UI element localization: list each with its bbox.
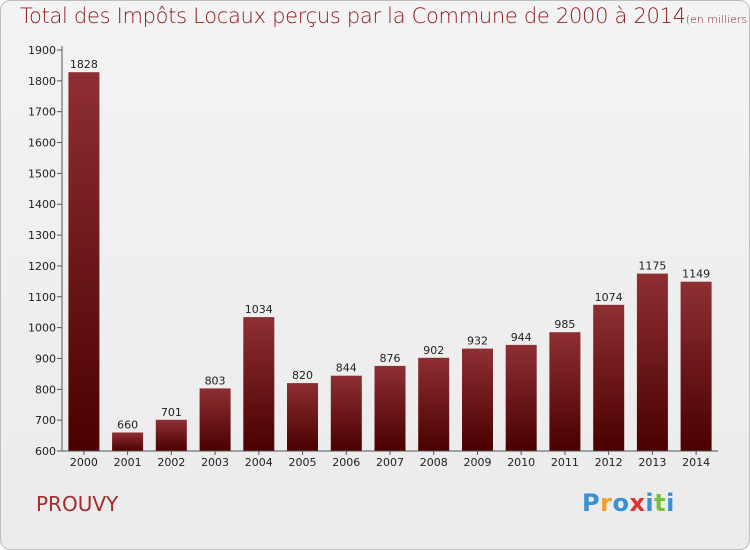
value-label: 1034 (245, 303, 273, 316)
bar-2003 (199, 388, 231, 451)
value-label: 803 (205, 374, 226, 387)
x-tick-label: 2006 (332, 456, 360, 469)
x-tick-label: 2002 (157, 456, 185, 469)
x-tick-label: 2013 (638, 456, 666, 469)
x-tick-label: 2014 (682, 456, 710, 469)
value-label: 932 (467, 335, 488, 348)
x-tick-label: 2004 (245, 456, 273, 469)
value-label: 944 (511, 331, 532, 344)
x-tick-label: 2007 (376, 456, 404, 469)
bar-2006 (330, 375, 362, 451)
value-label: 820 (292, 369, 313, 382)
y-tick-label: 1700 (28, 106, 56, 119)
y-tick-label: 1900 (28, 44, 56, 57)
bar-2000 (68, 72, 100, 451)
y-tick-label: 1500 (28, 167, 56, 180)
y-tick-label: 1300 (28, 229, 56, 242)
bar-2001 (112, 432, 144, 451)
value-label: 1149 (682, 268, 710, 281)
value-label: 1828 (70, 58, 98, 71)
y-tick-label: 600 (35, 445, 56, 458)
x-tick-label: 2010 (507, 456, 535, 469)
bar-2012 (593, 304, 625, 451)
x-tick-label: 2003 (201, 456, 229, 469)
logo-letter: i (645, 489, 655, 517)
logo-letter: P (582, 489, 601, 517)
value-label: 1175 (638, 260, 666, 273)
bar-2011 (549, 332, 581, 451)
proxiti-logo[interactable]: Proxiti (582, 489, 675, 517)
y-tick-label: 700 (35, 414, 56, 427)
logo-letter: o (612, 489, 630, 517)
y-tick-label: 1600 (28, 137, 56, 150)
value-label: 1074 (595, 291, 623, 304)
logo-letter: i (666, 489, 675, 517)
x-tick-label: 2005 (289, 456, 317, 469)
y-tick-label: 1800 (28, 75, 56, 88)
y-tick-label: 1000 (28, 322, 56, 335)
x-tick-label: 2000 (70, 456, 98, 469)
value-label: 844 (336, 362, 357, 375)
x-tick-label: 2008 (420, 456, 448, 469)
chart-title-text: Total des Impôts Locaux perçus par la Co… (20, 4, 686, 28)
x-tick-label: 2001 (114, 456, 142, 469)
bar-2002 (155, 419, 187, 451)
value-label: 701 (161, 406, 182, 419)
chart-title: Total des Impôts Locaux perçus par la Co… (20, 4, 750, 28)
logo-letter: x (629, 489, 646, 517)
bar-2009 (462, 348, 493, 451)
bar-2005 (287, 383, 318, 451)
y-tick-label: 900 (35, 352, 56, 365)
bar-2008 (418, 357, 450, 451)
y-tick-label: 1200 (28, 260, 56, 273)
bar-2014 (680, 281, 712, 451)
value-label: 902 (423, 344, 444, 357)
bar-2013 (636, 273, 668, 451)
x-tick-label: 2011 (551, 456, 579, 469)
bar-2004 (243, 317, 275, 451)
y-tick-label: 1100 (28, 291, 56, 304)
y-tick-label: 1400 (28, 198, 56, 211)
value-label: 876 (380, 352, 401, 365)
logo-letter: t (654, 489, 667, 517)
y-tick-label: 800 (35, 383, 56, 396)
value-label: 985 (554, 318, 575, 331)
bar-2007 (374, 365, 406, 451)
x-tick-label: 2009 (463, 456, 491, 469)
chart-subtitle: (en milliers d'€) (685, 13, 750, 26)
bar-2010 (505, 344, 537, 451)
value-label: 660 (117, 418, 138, 431)
logo-letter: r (600, 489, 613, 517)
commune-name: PROUVY (36, 492, 119, 516)
x-tick-label: 2012 (595, 456, 623, 469)
